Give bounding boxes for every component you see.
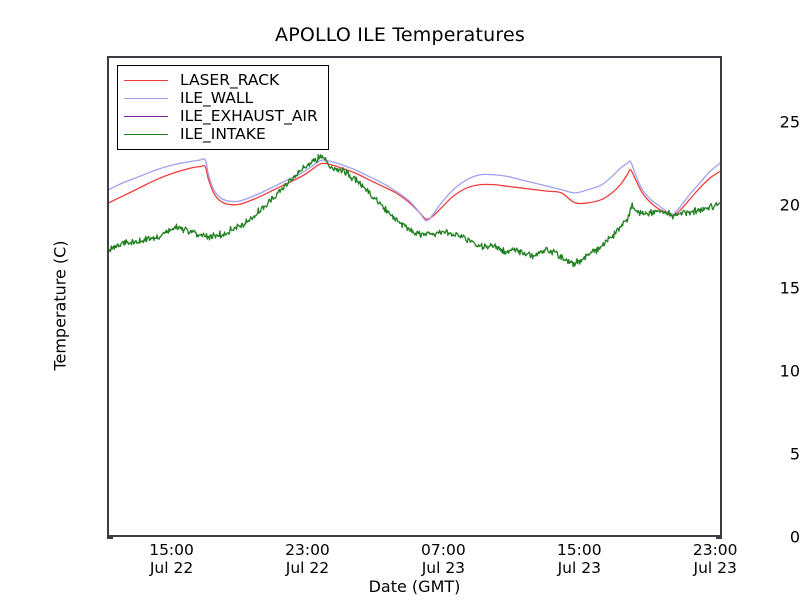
y-tick-mark-right bbox=[716, 537, 722, 539]
x-tick-label: 15:00 Jul 22 bbox=[112, 541, 232, 577]
y-tick-mark bbox=[107, 537, 113, 539]
y-tick-label: 10 bbox=[779, 361, 800, 381]
legend-item: LASER_RACK bbox=[124, 71, 318, 89]
plot-lines bbox=[109, 153, 720, 268]
chart-title: APOLLO ILE Temperatures bbox=[275, 24, 525, 46]
legend-color-swatch bbox=[124, 115, 168, 117]
x-tick-label: 07:00 Jul 23 bbox=[383, 541, 503, 577]
x-tick-date: Jul 22 bbox=[285, 559, 330, 577]
x-tick-label: 23:00 Jul 22 bbox=[247, 541, 367, 577]
x-tick-label: 15:00 Jul 23 bbox=[519, 541, 639, 577]
legend-label: LASER_RACK bbox=[180, 71, 280, 89]
x-tick-date: Jul 23 bbox=[421, 559, 466, 577]
x-tick-date: Jul 22 bbox=[149, 559, 194, 577]
y-tick-label: 15 bbox=[779, 278, 800, 298]
x-tick-time: 23:00 bbox=[285, 541, 330, 559]
legend-label: ILE_EXHAUST_AIR bbox=[180, 107, 318, 125]
x-tick-date: Jul 23 bbox=[693, 559, 737, 577]
x-tick-time: 07:00 bbox=[421, 541, 466, 559]
x-tick-date: Jul 23 bbox=[557, 559, 601, 577]
y-axis-title: Temperature (C) bbox=[50, 240, 70, 371]
series-line-ile-intake bbox=[109, 153, 720, 268]
x-axis-title: Date (GMT) bbox=[368, 577, 461, 596]
y-tick-label: 0 bbox=[789, 527, 800, 547]
legend-color-swatch bbox=[124, 133, 168, 135]
legend-color-swatch bbox=[124, 79, 168, 81]
chart-legend: LASER_RACK ILE_WALL ILE_EXHAUST_AIR ILE_INT… bbox=[117, 65, 329, 150]
series-line-ile-wall bbox=[109, 158, 720, 222]
legend-label: ILE_INTAKE bbox=[180, 125, 266, 143]
legend-item: ILE_INTAKE bbox=[124, 125, 318, 143]
x-tick-time: 15:00 bbox=[556, 541, 602, 559]
series-line-laser-rack bbox=[109, 162, 720, 220]
x-tick-time: 23:00 bbox=[692, 541, 738, 559]
legend-label: ILE_WALL bbox=[180, 89, 254, 107]
legend-item: ILE_WALL bbox=[124, 89, 318, 107]
y-tick-label: 20 bbox=[779, 195, 800, 215]
legend-color-swatch bbox=[124, 97, 168, 99]
y-tick-label: 25 bbox=[779, 112, 800, 132]
y-tick-label: 5 bbox=[789, 444, 800, 464]
x-tick-time: 15:00 bbox=[149, 541, 194, 559]
x-tick-label: 23:00 Jul 23 bbox=[655, 541, 775, 577]
legend-item: ILE_EXHAUST_AIR bbox=[124, 107, 318, 125]
